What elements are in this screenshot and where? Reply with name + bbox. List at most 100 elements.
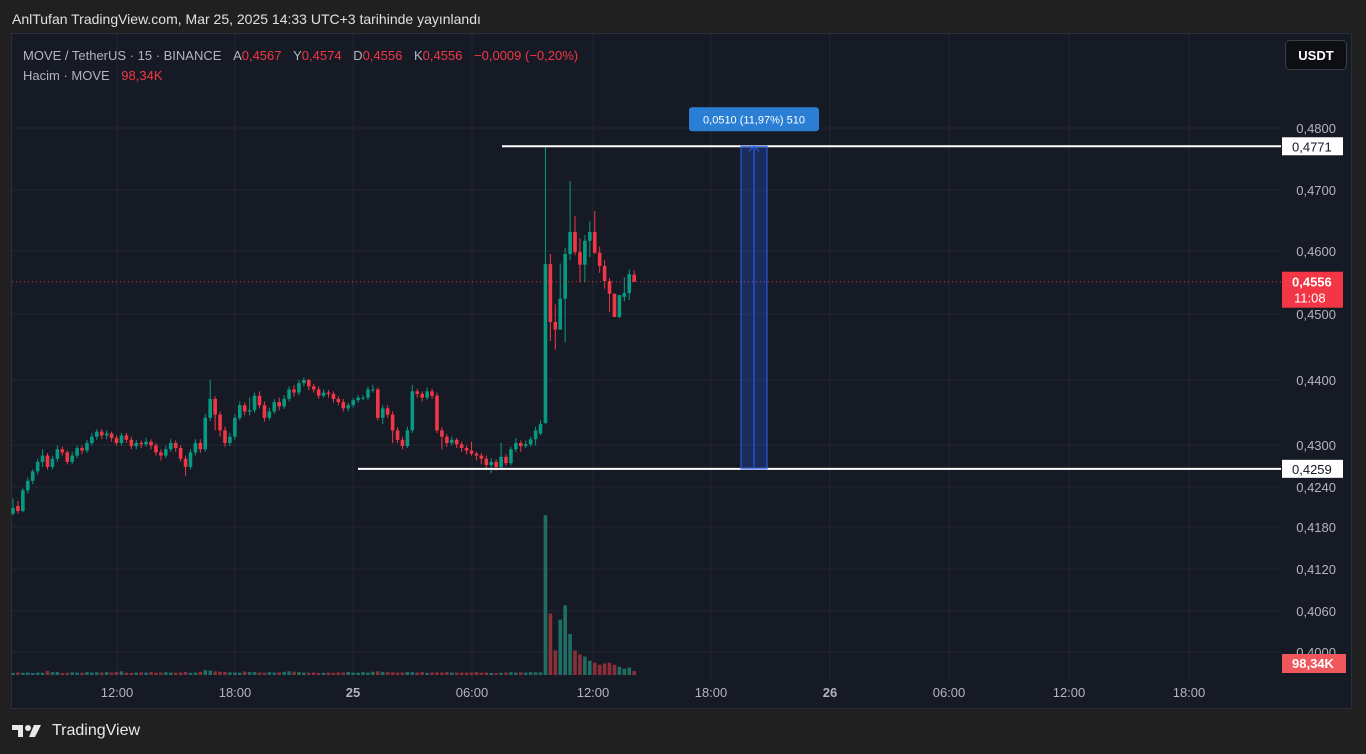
candle <box>292 385 296 397</box>
volume-bar <box>149 672 153 675</box>
symbol-title[interactable]: MOVE / TetherUS · 15 · BINANCE <box>23 48 222 63</box>
volume-bar <box>543 515 548 675</box>
candle <box>445 434 449 447</box>
candle <box>159 449 163 461</box>
candle <box>321 389 326 398</box>
high-value: 0,4574 <box>301 48 342 63</box>
candle-body <box>533 430 538 440</box>
volume-bar <box>16 672 20 675</box>
y-tick-label: 0,4600 <box>1296 244 1336 259</box>
candle <box>90 432 94 446</box>
volume-bar <box>203 670 208 675</box>
x-tick-label: 18:00 <box>1173 685 1206 700</box>
candle-body <box>311 386 316 390</box>
candle <box>164 445 168 459</box>
candle-body <box>326 392 331 394</box>
candle <box>400 436 405 450</box>
candle-body <box>449 439 454 443</box>
volume-bar <box>109 672 114 675</box>
candle-body <box>361 397 365 399</box>
volume-bar <box>183 671 188 675</box>
candle-body <box>627 274 632 294</box>
candle-body <box>40 455 45 462</box>
candle-body <box>494 461 498 467</box>
volume-bar <box>262 672 267 675</box>
volume-bar <box>588 660 592 675</box>
candle <box>459 441 464 452</box>
volume-bar <box>75 672 79 675</box>
candle-body <box>588 231 592 241</box>
currency-button[interactable]: USDT <box>1285 40 1347 70</box>
volume-bar <box>474 672 479 675</box>
candle-body <box>341 402 346 409</box>
candle <box>617 294 622 319</box>
candle <box>114 435 119 446</box>
price-range-measure[interactable]: 0,0510 (11,97%) 510 <box>689 107 819 470</box>
candle <box>627 269 632 300</box>
volume-value: 98,34K <box>121 68 163 83</box>
y-tick-label: 0,4800 <box>1296 121 1336 136</box>
volume-bar <box>533 672 538 675</box>
time-axis[interactable]: 12:00 18:00 25 06:00 12:00 18:00 26 06:00 12:00 1… <box>101 685 1206 700</box>
candle-body <box>459 444 464 449</box>
price-axis[interactable]: 0,4800 0,4700 0,4600 0,4500 0,4400 0,4300 0,42… <box>1296 121 1336 660</box>
volume-bar <box>440 672 444 675</box>
tradingview-logo-icon <box>12 725 41 737</box>
candle <box>592 211 597 254</box>
candle-body <box>400 439 405 447</box>
candle <box>40 449 45 467</box>
candle <box>371 385 375 393</box>
candle <box>70 451 74 465</box>
open-label: A <box>233 48 242 63</box>
candle-body <box>247 410 252 412</box>
legend-volume-row: Hacim · MOVE 98,34K <box>23 66 578 86</box>
volume-bar <box>602 663 607 675</box>
candle <box>543 146 548 425</box>
volume-bar <box>193 672 198 675</box>
candle-body <box>425 391 429 398</box>
horizontal-line-price-label: 0,4771 <box>1292 139 1332 154</box>
candle <box>504 454 508 466</box>
volume-bar <box>252 671 257 675</box>
candle <box>578 238 582 283</box>
candle-body <box>435 395 439 431</box>
volume-bar <box>326 672 331 675</box>
volume-bar <box>178 672 183 675</box>
volume-bar <box>45 670 50 675</box>
volume-bar <box>60 672 65 675</box>
candle-body <box>75 448 79 456</box>
volume-bar <box>622 668 627 675</box>
candle-body <box>538 424 543 434</box>
candle-body <box>50 458 55 467</box>
candle-body <box>85 443 89 451</box>
volume-bar <box>484 672 489 675</box>
volume-label[interactable]: Hacim · MOVE <box>23 68 110 83</box>
candle-body <box>129 439 134 447</box>
grid <box>12 34 1281 680</box>
candle <box>104 430 109 440</box>
candle <box>361 395 365 401</box>
volume-bar <box>104 672 109 675</box>
volume-bar <box>292 671 296 675</box>
volume-bar <box>464 672 469 675</box>
volume-bar <box>430 672 434 675</box>
candle-body <box>183 458 188 467</box>
candle-body <box>30 471 35 481</box>
candle <box>474 451 479 461</box>
candle <box>237 401 242 421</box>
volume-bar <box>257 672 262 675</box>
candle-body <box>489 461 494 466</box>
tradingview-logo[interactable]: TradingView <box>12 722 140 740</box>
x-tick-label: 12:00 <box>577 685 610 700</box>
volume-bar <box>35 672 40 675</box>
volume-bar <box>223 671 227 675</box>
candle <box>509 446 513 466</box>
candle-body <box>90 436 94 443</box>
volume-bar <box>90 672 94 675</box>
volume-bar <box>242 671 247 675</box>
candle <box>65 450 70 465</box>
candle-body <box>499 456 503 467</box>
x-tick-label: 25 <box>346 685 360 700</box>
